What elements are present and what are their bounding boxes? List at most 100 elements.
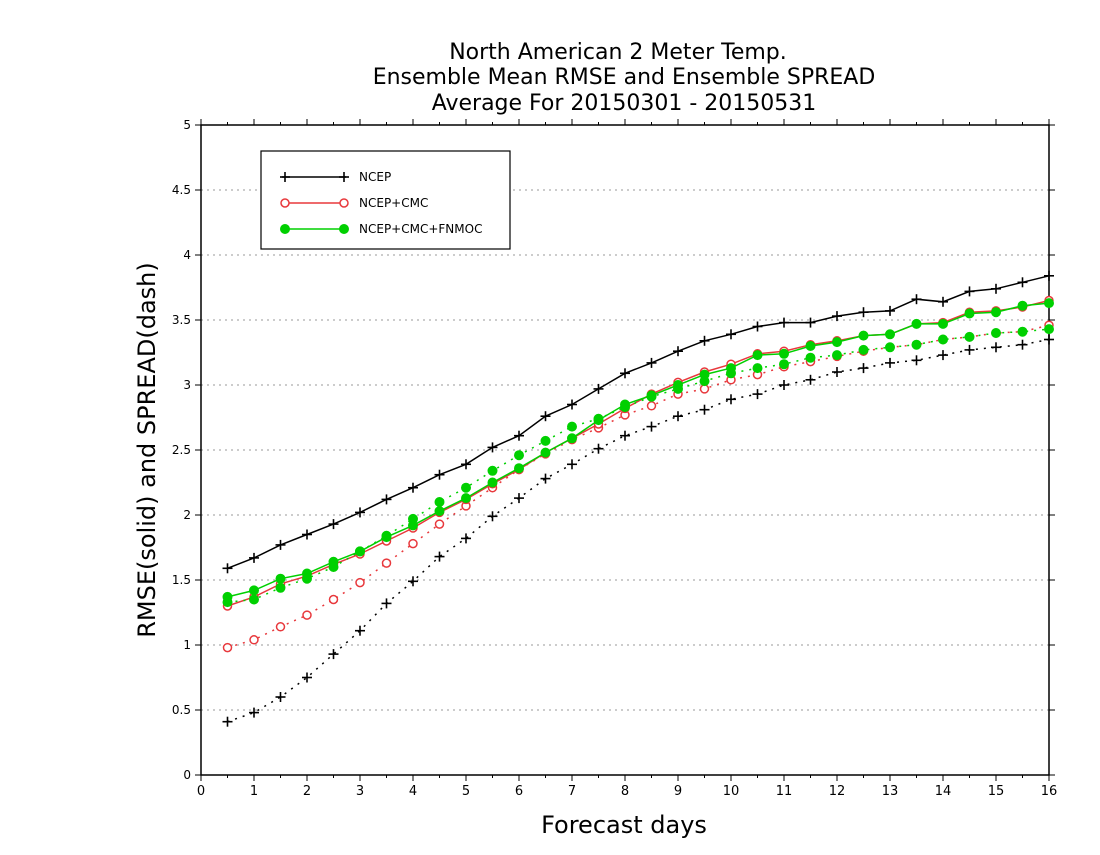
x-tick-label: 5 [462, 784, 470, 799]
point-ncep-rmse [514, 430, 524, 441]
point-ncep-cmc-fnmoc-rmse [328, 556, 339, 567]
x-tick-label: 8 [621, 784, 629, 799]
y-tick-label: 0 [183, 768, 191, 782]
point-ncep-spread [328, 649, 339, 660]
point-ncep-spread [620, 430, 630, 441]
legend-marker-ncep-cmc-fnmoc [339, 224, 349, 234]
point-ncep-cmc-fnmoc-rmse [408, 520, 418, 531]
x-tick-label: 2 [303, 784, 311, 799]
point-ncep-cmc-fnmoc-rmse [567, 433, 577, 444]
point-ncep-rmse [858, 307, 869, 318]
point-ncep-spread [381, 598, 392, 609]
point-ncep-cmc-spread [381, 558, 392, 568]
point-ncep-cmc-fnmoc-spread [434, 497, 445, 507]
y-tick-label: 3 [183, 378, 191, 392]
y-tick-label: 4.5 [172, 183, 191, 197]
point-ncep-cmc-fnmoc-spread [514, 450, 524, 461]
series-ncep-cmc-fnmoc-spread-line [227, 328, 1050, 603]
series-ncep-rmse-line [227, 275, 1050, 569]
series-ncep-cmc-fnmoc-rmse-line [227, 302, 1050, 598]
point-ncep-spread [1017, 339, 1028, 350]
point-ncep-cmc-fnmoc-rmse [620, 399, 630, 410]
point-ncep-cmc-fnmoc-spread [885, 342, 895, 353]
point-ncep-spread [991, 342, 1001, 353]
point-ncep-cmc-fnmoc-rmse [1017, 300, 1028, 311]
point-ncep-rmse [302, 529, 312, 540]
point-ncep-rmse [222, 563, 233, 574]
legend: NCEP NCEP+CMC NCEP+CMC+FNMOC [260, 150, 511, 250]
x-tick-label: 6 [515, 784, 523, 799]
x-tick-label: 14 [935, 784, 952, 799]
point-ncep-cmc-fnmoc-spread [938, 334, 948, 345]
point-ncep-cmc-fnmoc-rmse [514, 463, 524, 474]
point-ncep-rmse [381, 494, 392, 505]
point-ncep-rmse [540, 411, 551, 422]
chart-title-line-3: Average For 20150301 - 20150531 [432, 91, 817, 116]
point-ncep-rmse [911, 294, 922, 305]
point-ncep-spread [434, 551, 445, 562]
y-tick-label: 2 [183, 508, 191, 522]
point-ncep-spread [249, 707, 259, 718]
point-ncep-rmse [1044, 270, 1054, 281]
x-axis-label: Forecast days [541, 811, 707, 839]
series-ncep-cmc-spread-line [227, 324, 1050, 649]
x-tick-label: 11 [776, 784, 793, 799]
chart-title-line-1: North American 2 Meter Temp. [449, 40, 787, 65]
point-ncep-cmc-fnmoc-rmse [646, 390, 657, 401]
y-axis-label: RMSE(solid) and SPREAD(dash) [133, 262, 161, 638]
point-ncep-cmc-spread [328, 594, 339, 605]
point-ncep-cmc-spread [646, 401, 657, 411]
x-tick-label: 12 [829, 784, 846, 799]
point-ncep-rmse [408, 482, 418, 493]
point-ncep-cmc-fnmoc-spread [275, 582, 286, 593]
point-ncep-rmse [461, 459, 471, 470]
point-ncep-rmse [646, 357, 657, 368]
x-tick-label: 7 [568, 784, 576, 799]
x-tick-label: 13 [882, 784, 899, 799]
legend-marker-ncep [339, 172, 349, 182]
point-ncep-rmse [752, 321, 763, 332]
y-tick-label: 1 [183, 638, 191, 652]
point-ncep-spread [964, 344, 975, 355]
point-ncep-rmse [567, 399, 577, 410]
point-ncep-rmse [832, 311, 842, 322]
legend-marker-ncep [280, 172, 290, 182]
point-ncep-cmc-fnmoc-spread [461, 482, 471, 493]
point-ncep-spread [461, 533, 471, 544]
point-ncep-cmc-spread [434, 519, 445, 529]
point-ncep-cmc-spread [275, 622, 286, 632]
point-ncep-rmse [355, 507, 365, 518]
point-ncep-cmc-spread [249, 635, 259, 645]
point-ncep-cmc-spread [355, 577, 365, 588]
point-ncep-cmc-fnmoc-rmse [1044, 298, 1054, 309]
point-ncep-cmc-fnmoc-rmse [911, 318, 922, 329]
y-tick-label: 1.5 [172, 573, 191, 587]
point-ncep-spread [1044, 334, 1054, 345]
y-tick-label: 3.5 [172, 313, 191, 327]
point-ncep-rmse [593, 383, 604, 394]
point-ncep-rmse [673, 346, 683, 357]
point-ncep-cmc-fnmoc-spread [567, 421, 577, 432]
point-ncep-cmc-fnmoc-spread [858, 344, 869, 355]
point-ncep-cmc-fnmoc-rmse [832, 337, 842, 348]
point-ncep-cmc-fnmoc-rmse [487, 477, 498, 488]
point-ncep-rmse [434, 469, 445, 480]
point-ncep-spread [646, 421, 657, 432]
y-tick-label: 4 [183, 248, 191, 262]
x-tick-label: 4 [409, 784, 417, 799]
point-ncep-spread [567, 459, 577, 470]
point-ncep-cmc-fnmoc-spread [752, 363, 763, 374]
point-ncep-spread [487, 511, 498, 522]
point-ncep-cmc-fnmoc-rmse [726, 363, 736, 374]
point-ncep-cmc-fnmoc-rmse [222, 591, 233, 602]
point-ncep-cmc-fnmoc-rmse [885, 329, 895, 340]
point-ncep-cmc-fnmoc-spread [540, 435, 551, 446]
point-ncep-rmse [885, 305, 895, 316]
point-ncep-cmc-fnmoc-spread [964, 331, 975, 342]
point-ncep-spread [514, 493, 524, 504]
legend-marker-ncep-cmc [280, 198, 290, 208]
chart-title-line-2: Ensemble Mean RMSE and Ensemble SPREAD [373, 65, 876, 90]
point-ncep-cmc-fnmoc-rmse [779, 348, 789, 359]
point-ncep-spread [779, 380, 789, 390]
